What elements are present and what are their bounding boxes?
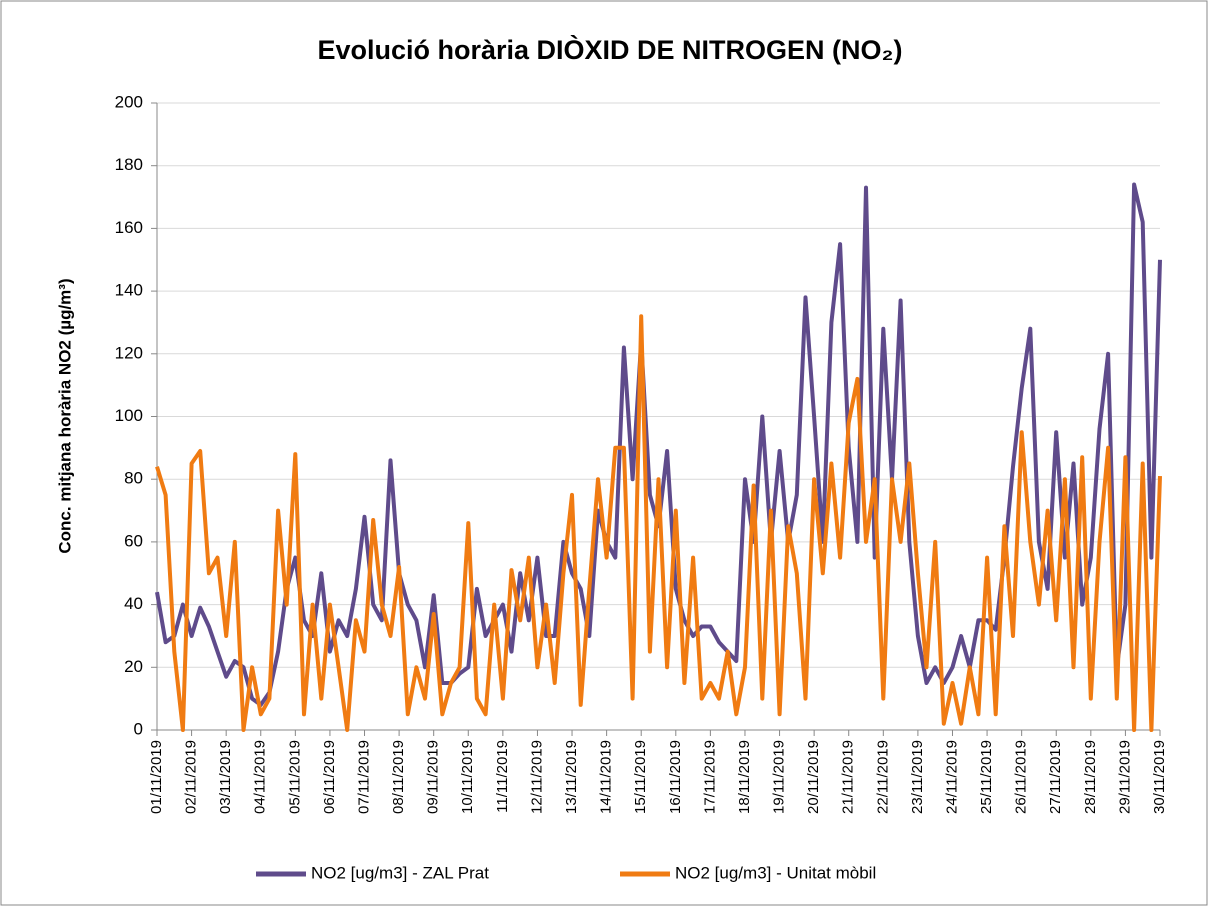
- x-tick-label: 07/11/2019: [355, 740, 372, 814]
- x-tick-label: 30/11/2019: [1151, 740, 1168, 814]
- x-tick-label: 04/11/2019: [252, 740, 269, 814]
- x-tick-label: 26/11/2019: [1013, 740, 1030, 814]
- y-tick-label: 0: [134, 719, 143, 738]
- x-tick-label: 17/11/2019: [701, 740, 718, 814]
- x-tick-label: 06/11/2019: [321, 740, 338, 814]
- x-tick-label: 20/11/2019: [805, 740, 822, 814]
- x-tick-label: 10/11/2019: [459, 740, 476, 814]
- x-tick-label: 15/11/2019: [632, 740, 649, 814]
- x-tick-label: 28/11/2019: [1082, 740, 1099, 814]
- y-axis-label: Conc. mitjana horària NO2 (µg/m³): [55, 278, 74, 553]
- x-tick-label: 11/11/2019: [494, 740, 511, 813]
- x-tick-label: 02/11/2019: [183, 740, 200, 814]
- x-tick-label: 08/11/2019: [390, 740, 407, 814]
- chart-title: Evolució horària DIÒXID DE NITROGEN (NO₂…: [317, 34, 902, 65]
- x-tick-label: 16/11/2019: [667, 740, 684, 814]
- x-tick-label: 24/11/2019: [943, 740, 960, 814]
- x-tick-label: 01/11/2019: [148, 740, 165, 814]
- x-tick-label: 27/11/2019: [1047, 740, 1064, 814]
- y-tick-label: 200: [115, 92, 143, 111]
- y-tick-label: 20: [124, 657, 143, 676]
- legend-label: NO2 [ug/m3] - ZAL Prat: [311, 863, 489, 882]
- x-tick-label: 22/11/2019: [874, 740, 891, 814]
- x-tick-label: 05/11/2019: [286, 740, 303, 814]
- y-tick-label: 60: [124, 531, 143, 550]
- legend-label: NO2 [ug/m3] - Unitat mòbil: [675, 863, 876, 882]
- y-tick-label: 140: [115, 281, 143, 300]
- x-tick-label: 25/11/2019: [978, 740, 995, 814]
- x-tick-label: 12/11/2019: [528, 740, 545, 814]
- y-tick-label: 80: [124, 469, 143, 488]
- x-tick-label: 09/11/2019: [425, 740, 442, 814]
- y-tick-label: 180: [115, 155, 143, 174]
- x-tick-label: 14/11/2019: [598, 740, 615, 814]
- x-tick-label: 03/11/2019: [217, 740, 234, 814]
- x-tick-label: 18/11/2019: [736, 740, 753, 814]
- x-tick-label: 29/11/2019: [1116, 740, 1133, 814]
- series-line: [155, 314, 1162, 732]
- x-tick-label: 21/11/2019: [840, 740, 857, 814]
- x-tick-label: 23/11/2019: [909, 740, 926, 814]
- y-tick-label: 160: [115, 218, 143, 237]
- y-tick-label: 40: [124, 594, 143, 613]
- x-tick-label: 13/11/2019: [563, 740, 580, 814]
- y-tick-label: 100: [115, 406, 143, 425]
- x-tick-label: 19/11/2019: [771, 740, 788, 814]
- y-tick-label: 120: [115, 343, 143, 362]
